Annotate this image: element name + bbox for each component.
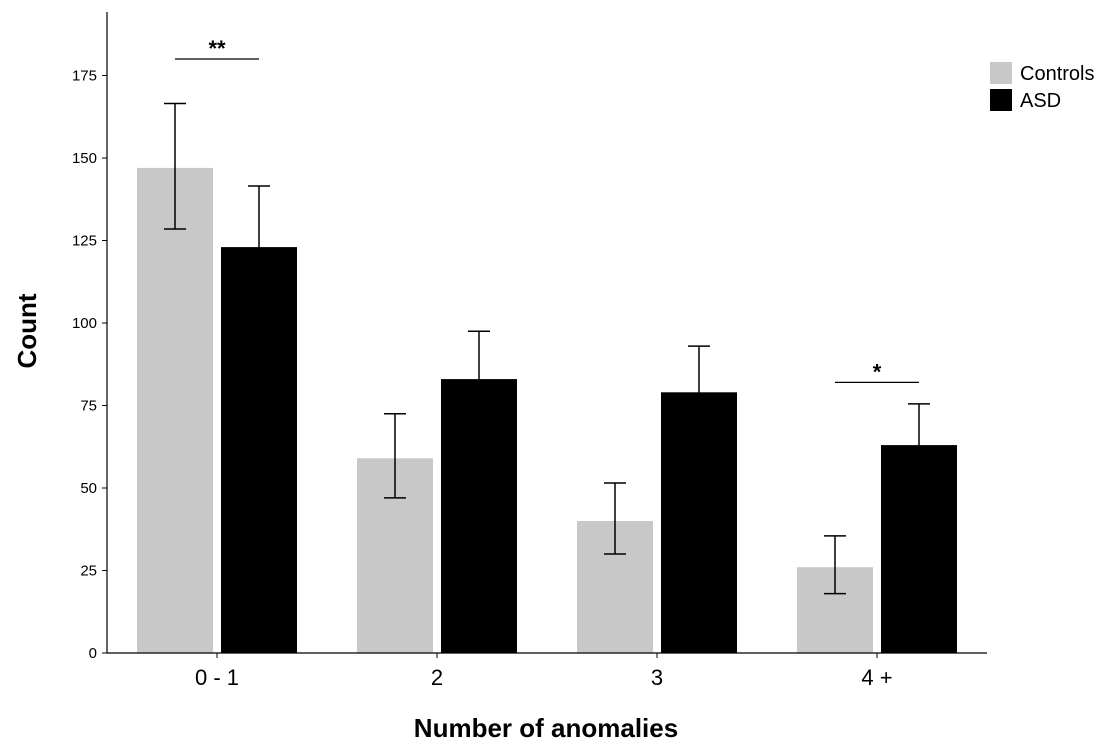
y-axis-ticks: 0 25 50 75 100 125 150 175	[72, 68, 107, 662]
y-tick-label: 150	[72, 150, 97, 167]
x-tick-label: 3	[651, 665, 663, 690]
error-bars	[164, 102, 930, 595]
x-axis-title: Number of anomalies	[414, 713, 678, 742]
legend-swatch-asd	[990, 89, 1012, 111]
y-tick-label: 0	[89, 645, 97, 662]
x-tick-label: 0 - 1	[195, 665, 239, 690]
y-tick-label: 175	[72, 68, 97, 85]
y-axis-title: Count	[12, 293, 42, 368]
bar-asd	[221, 247, 297, 653]
significance-marker: **	[208, 36, 226, 61]
significance-annotations: ***	[175, 36, 919, 384]
y-tick-label: 100	[72, 315, 97, 332]
legend-label-controls: Controls	[1020, 63, 1094, 85]
y-tick-label: 125	[72, 233, 97, 250]
x-tick-label: 2	[431, 665, 443, 690]
legend: Controls ASD	[990, 62, 1094, 112]
bars	[137, 167, 957, 653]
legend-swatch-controls	[990, 62, 1012, 84]
x-axis-categories: 0 - 1 2 3 4 +	[195, 653, 893, 690]
y-tick-label: 50	[80, 480, 97, 497]
bar-controls	[137, 167, 213, 653]
legend-label-asd: ASD	[1020, 90, 1061, 112]
y-tick-label: 75	[80, 398, 97, 415]
x-tick-label: 4 +	[861, 665, 892, 690]
y-tick-label: 25	[80, 563, 97, 580]
significance-marker: *	[873, 359, 882, 384]
